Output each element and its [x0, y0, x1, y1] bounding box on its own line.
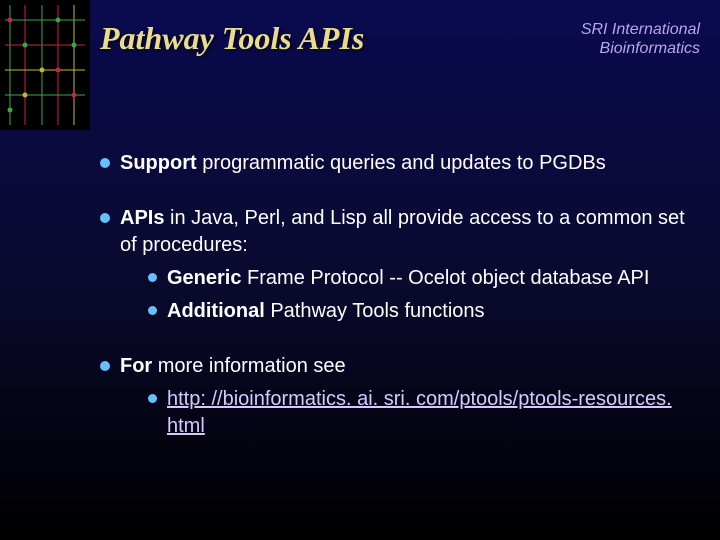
org-line-2: Bioinformatics	[581, 39, 700, 58]
bullet-level-1: APIs in Java, Perl, and Lisp all provide…	[100, 205, 690, 325]
bullet-dot-icon	[100, 158, 110, 168]
bullet-text: Generic Frame Protocol -- Ocelot object …	[167, 265, 690, 292]
slide-title: Pathway Tools APIs	[100, 20, 364, 57]
org-line-1: SRI International	[581, 20, 700, 39]
org-block: SRI International Bioinformatics	[581, 20, 700, 58]
bullet-rest: in Java, Perl, and Lisp all provide acce…	[120, 207, 685, 256]
bullet-rest: more information see	[152, 355, 345, 377]
bullet-level-1: Support programmatic queries and updates…	[100, 150, 690, 177]
pathway-diagram-icon	[0, 0, 90, 130]
logo-thumbnail	[0, 0, 90, 130]
info-link[interactable]: http: //bioinformatics. ai. sri. com/pto…	[167, 388, 672, 437]
bullet-dot-icon	[148, 306, 157, 315]
bullet-level-1: For more information see http: //bioinfor…	[100, 353, 690, 440]
bullet-dot-icon	[148, 273, 157, 282]
slide-header: Pathway Tools APIs SRI International Bio…	[100, 20, 700, 58]
bullet-text: http: //bioinformatics. ai. sri. com/pto…	[167, 386, 690, 440]
bullet-dot-icon	[100, 213, 110, 223]
bullet-level-2: http: //bioinformatics. ai. sri. com/pto…	[148, 386, 690, 440]
bullet-lead: For	[120, 355, 152, 377]
bullet-lead: Additional	[167, 300, 265, 322]
bullet-level-2: Generic Frame Protocol -- Ocelot object …	[148, 265, 690, 292]
bullet-level-2: Additional Pathway Tools functions	[148, 298, 690, 325]
bullet-text: For more information see http: //bioinfor…	[120, 353, 690, 440]
bullet-text: Support programmatic queries and updates…	[120, 150, 690, 177]
bullet-lead: Generic	[167, 267, 241, 289]
bullet-text: APIs in Java, Perl, and Lisp all provide…	[120, 205, 690, 325]
bullet-dot-icon	[148, 394, 157, 403]
bullet-rest: Pathway Tools functions	[265, 300, 485, 322]
bullet-rest: programmatic queries and updates to PGDB…	[197, 152, 606, 174]
bullet-rest: Frame Protocol -- Ocelot object database…	[241, 267, 649, 289]
bullet-lead: Support	[120, 152, 197, 174]
bullet-lead: APIs	[120, 207, 164, 229]
slide-body: Support programmatic queries and updates…	[100, 150, 690, 468]
bullet-dot-icon	[100, 361, 110, 371]
bullet-text: Additional Pathway Tools functions	[167, 298, 690, 325]
